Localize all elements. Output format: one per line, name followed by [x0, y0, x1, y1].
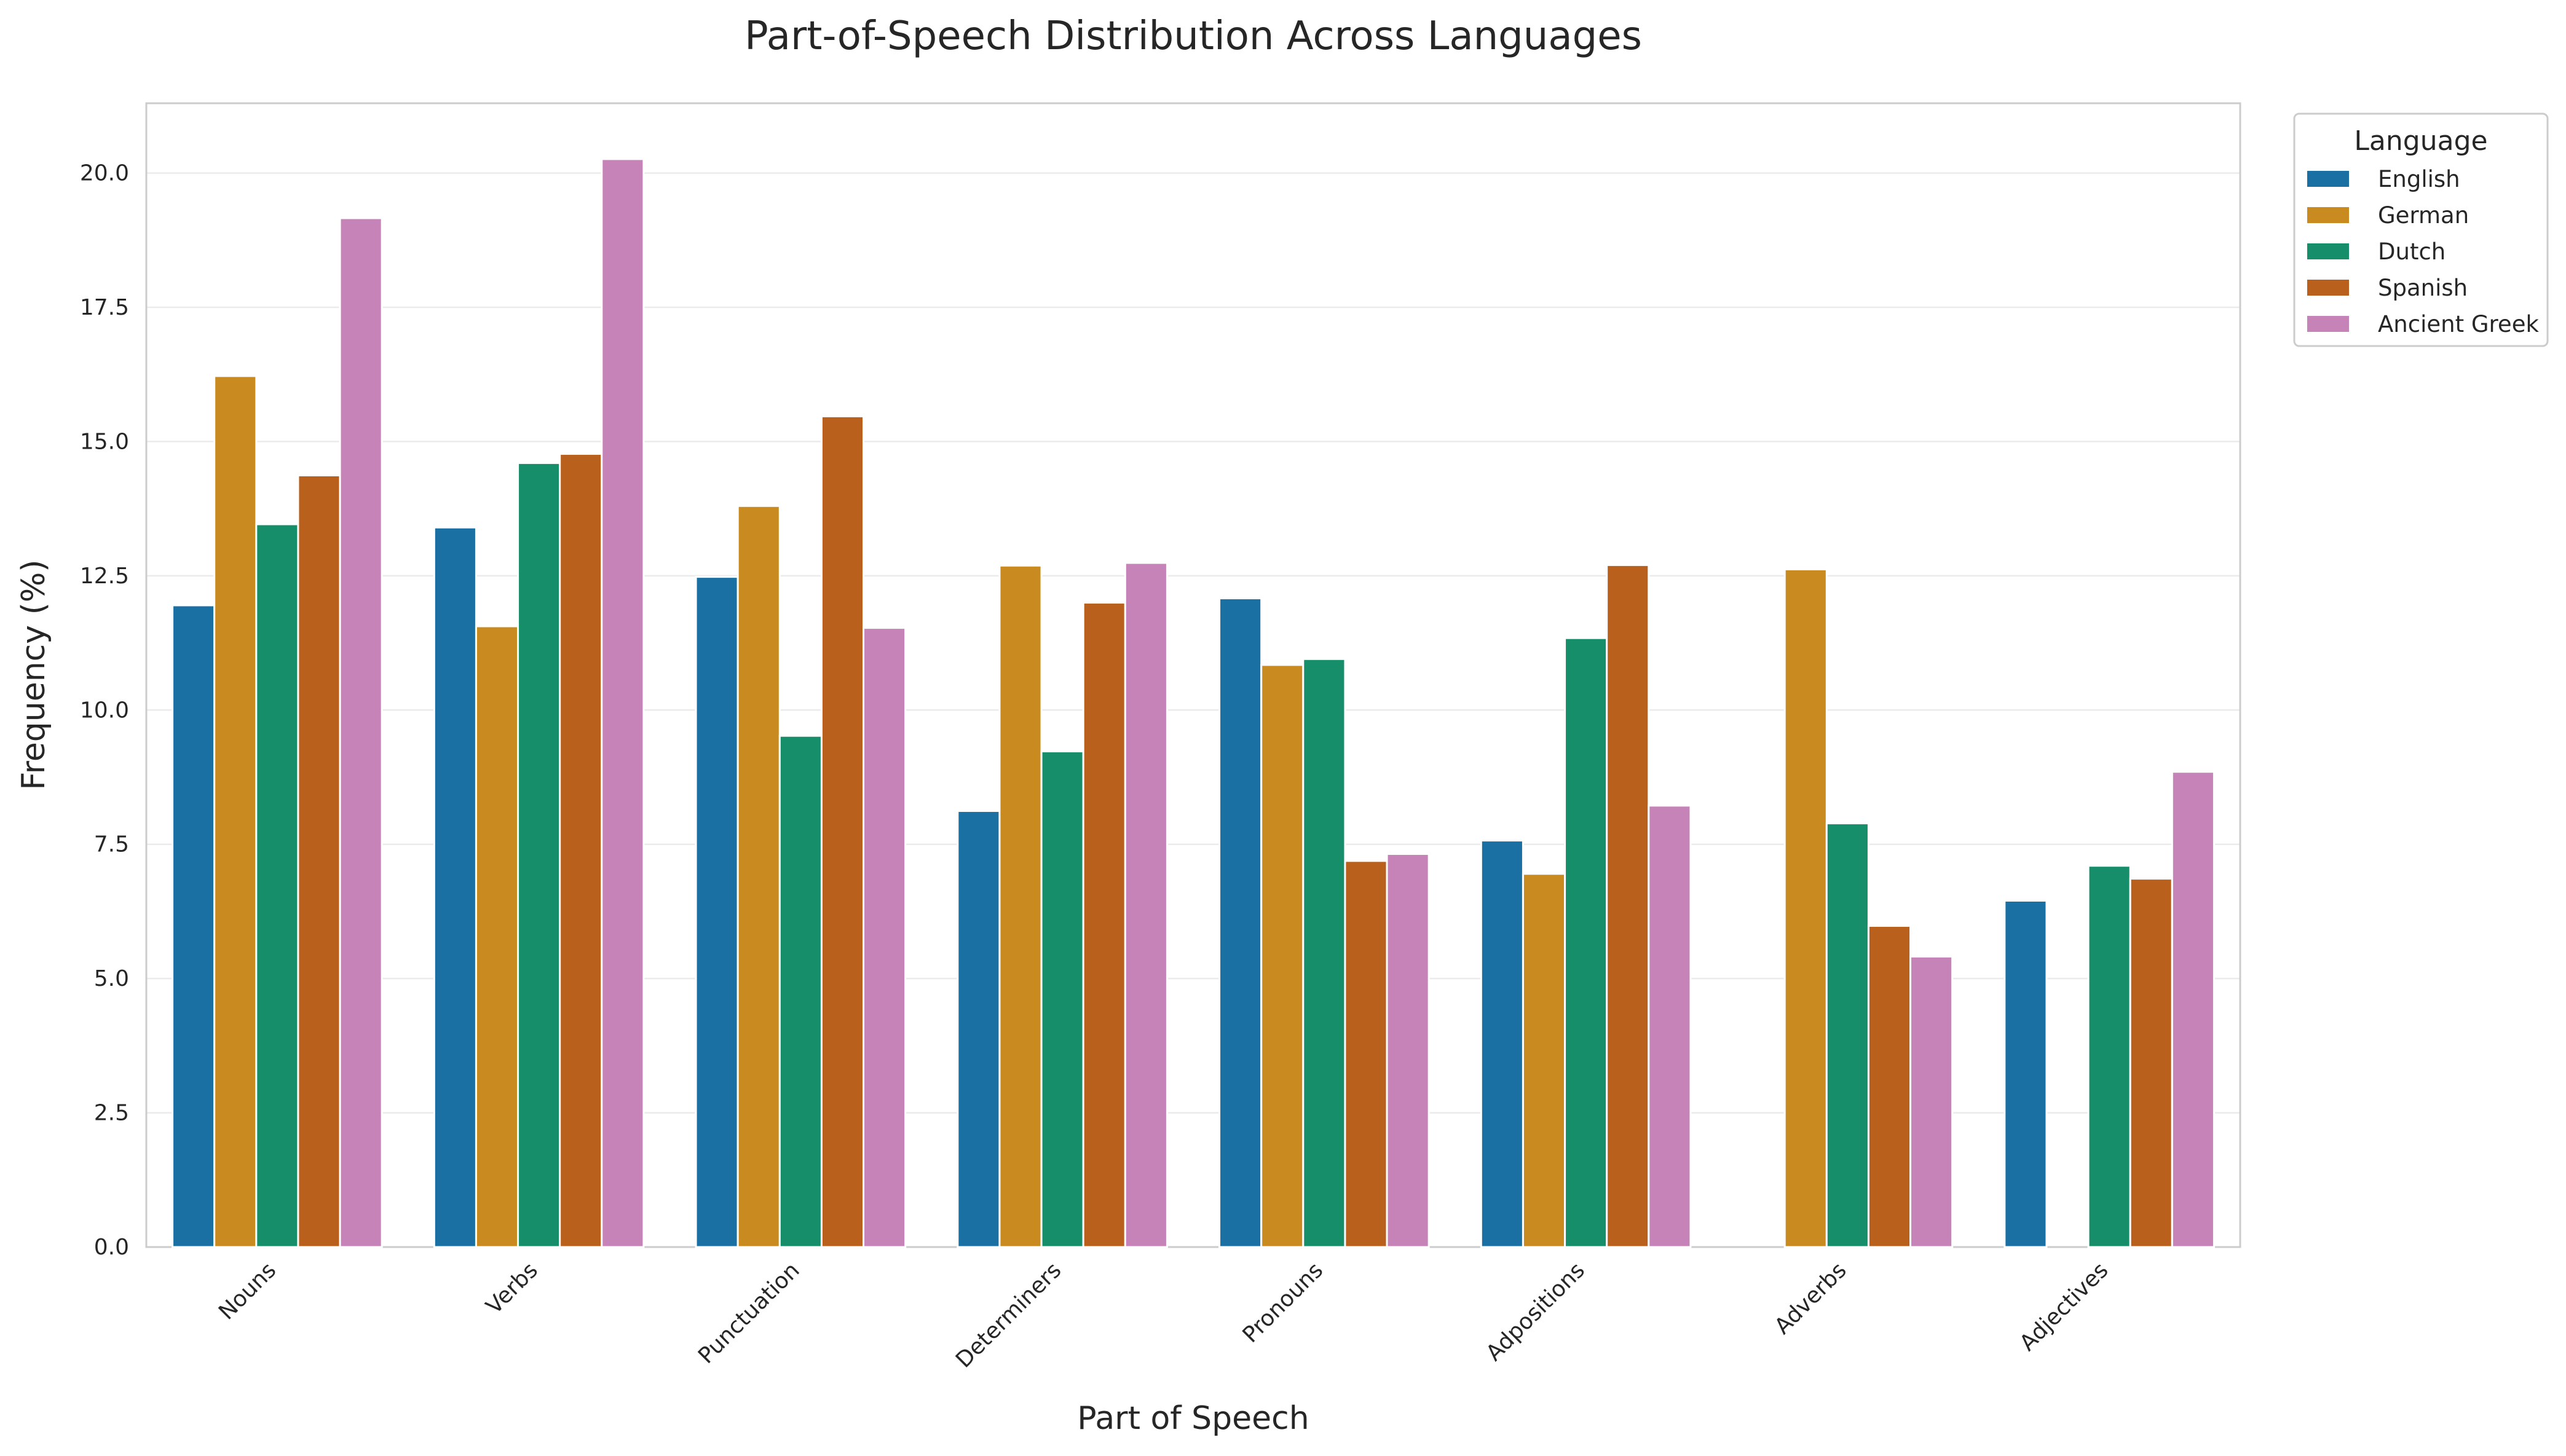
bar-spanish-adjectives — [2129, 878, 2173, 1248]
bar-dutch-adpositions — [1564, 637, 1608, 1248]
bar-dutch-punctuation — [778, 734, 823, 1248]
bars — [172, 158, 2215, 1248]
bar-spanish-nouns — [297, 474, 341, 1248]
bar-english-adjectives — [2003, 899, 2048, 1248]
bar-english-verbs — [433, 526, 477, 1248]
plot-area-border — [145, 102, 2241, 1248]
legend-title: Language — [2354, 125, 2487, 157]
legend: Language English German Dutch Spanish Ancien… — [2293, 112, 2549, 347]
bar-ancient-greek-determiners — [1124, 562, 1168, 1248]
x-tick-label: Adverbs — [1770, 1257, 1852, 1339]
legend-label: English — [2378, 166, 2460, 192]
x-tick-label: Adjectives — [2015, 1257, 2114, 1356]
bar-english-pronouns — [1218, 597, 1263, 1248]
chart-title: Part-of-Speech Distribution Across Langu… — [744, 14, 1642, 59]
legend-items: English German Dutch Spanish Ancient Greek — [2306, 166, 2539, 337]
bar-dutch-determiners — [1040, 750, 1084, 1248]
y-tick-label: 2.5 — [94, 1101, 129, 1126]
x-tick-label: Punctuation — [693, 1257, 805, 1369]
bar-german-punctuation — [736, 505, 781, 1248]
bar-spanish-pronouns — [1344, 860, 1388, 1248]
x-axis-ticks: Nouns Verbs Punctuation Determiners Pronouns… — [214, 1257, 2113, 1372]
bar-ancient-greek-adpositions — [1648, 805, 1692, 1248]
x-tick-label: Pronouns — [1238, 1257, 1328, 1348]
y-tick-label: 10.0 — [80, 698, 129, 723]
legend-box — [2293, 112, 2549, 347]
bar-spanish-verbs — [559, 453, 603, 1248]
y-tick-label: 7.5 — [94, 832, 129, 857]
bar-ancient-greek-verbs — [601, 158, 645, 1248]
bar-spanish-adverbs — [1867, 925, 1912, 1248]
bar-spanish-adpositions — [1606, 564, 1650, 1248]
bar-english-nouns — [172, 604, 216, 1248]
legend-label: Ancient Greek — [2378, 311, 2539, 337]
bar-german-adverbs — [1783, 568, 1828, 1248]
legend-label: Spanish — [2378, 275, 2468, 301]
bar-ancient-greek-adverbs — [1909, 955, 1954, 1248]
legend-swatch — [2306, 206, 2350, 224]
y-tick-label: 15.0 — [80, 429, 129, 454]
bar-german-determiners — [998, 564, 1043, 1248]
legend-swatch — [2306, 170, 2350, 188]
bar-spanish-determiners — [1082, 602, 1126, 1248]
bar-german-pronouns — [1260, 664, 1305, 1248]
legend-swatch — [2306, 315, 2350, 333]
x-axis-label: Part of Speech — [1077, 1400, 1309, 1437]
y-tick-label: 12.5 — [80, 564, 129, 589]
bar-ancient-greek-punctuation — [863, 627, 907, 1248]
bar-english-punctuation — [695, 576, 739, 1248]
bar-dutch-adjectives — [2087, 865, 2131, 1248]
x-tick-label: Verbs — [481, 1257, 543, 1319]
bar-english-determiners — [957, 810, 1001, 1248]
legend-label: German — [2378, 202, 2469, 229]
bar-dutch-verbs — [517, 462, 561, 1248]
y-tick-label: 5.0 — [94, 966, 129, 991]
bar-ancient-greek-pronouns — [1386, 852, 1430, 1248]
bar-english-adpositions — [1480, 840, 1524, 1248]
legend-label: Dutch — [2378, 238, 2446, 265]
y-tick-label: 17.5 — [80, 295, 129, 320]
y-axis-ticks: 0.0 2.5 5.0 7.5 10.0 12.5 15.0 17.5 20.0 — [80, 161, 129, 1260]
bar-ancient-greek-nouns — [339, 217, 383, 1248]
legend-swatch — [2306, 242, 2350, 261]
legend-swatch — [2306, 278, 2350, 297]
y-tick-label: 20.0 — [80, 161, 129, 186]
x-tick-label: Nouns — [214, 1257, 281, 1324]
bar-german-adpositions — [1522, 873, 1566, 1248]
x-tick-label: Adpositions — [1482, 1257, 1590, 1366]
bar-german-nouns — [213, 375, 258, 1248]
bar-dutch-adverbs — [1825, 822, 1869, 1248]
bar-ancient-greek-adjectives — [2171, 771, 2215, 1248]
bar-german-verbs — [475, 625, 519, 1248]
y-tick-label: 0.0 — [94, 1235, 129, 1260]
bar-dutch-nouns — [255, 523, 299, 1248]
bar-spanish-punctuation — [820, 415, 865, 1248]
bar-dutch-pronouns — [1302, 658, 1346, 1248]
x-tick-label: Determiners — [951, 1257, 1066, 1372]
y-axis-label: Frequency (%) — [15, 559, 52, 790]
